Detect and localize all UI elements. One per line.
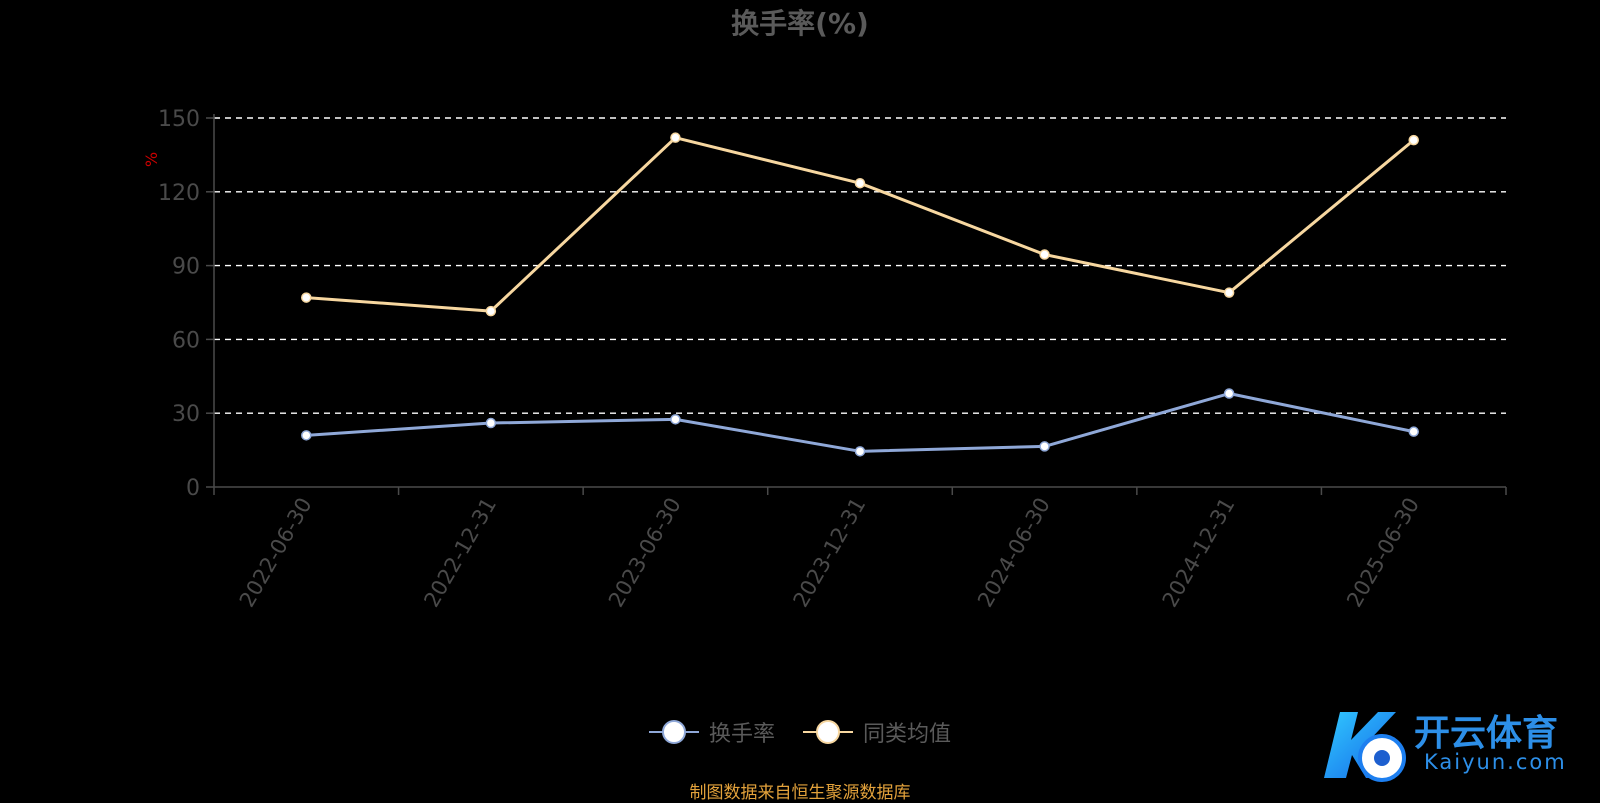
series-line-1 [306,392,1415,453]
y-tick-label: 60 [172,328,200,353]
legend-swatch-series2 [803,720,853,744]
legend-label-series2: 同类均值 [863,722,952,747]
kaiyun-logo-icon [1324,712,1406,782]
data-point-1 [854,446,866,457]
y-tick-label: 0 [186,476,200,501]
x-tick-label: 2022-12-31 [419,494,501,612]
x-tick-label: 2025-06-30 [1342,494,1424,612]
source-note: 制图数据来自恒生聚源数据库 [689,783,911,803]
legend-item-series1[interactable]: 换手率 [648,716,775,748]
chart-title: 换手率(%) [731,7,869,40]
watermark-text-en: Kaiyun.com [1424,750,1567,774]
data-point-2 [301,292,312,303]
data-point-1 [670,414,681,425]
data-point-2 [1039,249,1050,260]
data-point-2 [854,177,866,189]
legend-item-series2[interactable]: 同类均值 [803,716,951,748]
x-tick-label: 2022-06-30 [235,494,317,612]
x-tick-label: 2023-06-30 [604,494,686,612]
data-point-2 [670,132,681,143]
watermark-logo: 开云体育 Kaiyun.com [1314,700,1594,790]
y-tick-label: 90 [172,255,200,280]
x-tick-label: 2024-12-31 [1158,494,1240,612]
data-point-1 [301,430,312,441]
y-tick-label: 120 [158,181,200,206]
watermark-text-cn: 开云体育 [1414,713,1559,754]
y-tick-label: 150 [158,107,200,132]
legend-label-series1: 换手率 [708,722,775,747]
series-line-2 [306,136,1415,313]
data-point-1 [1408,426,1419,437]
x-tick-label: 2023-12-31 [789,494,871,612]
legend: 换手率 同类均值 [0,716,1600,748]
legend-swatch-series1 [648,720,699,744]
data-point-1 [1223,388,1235,399]
data-point-2 [1408,134,1419,146]
data-point-1 [485,417,497,429]
data-point-2 [485,305,497,317]
data-point-2 [1223,287,1235,298]
data-point-1 [1039,441,1050,452]
y-tick-label: 30 [172,402,200,427]
x-tick-label: 2024-06-30 [973,494,1055,612]
